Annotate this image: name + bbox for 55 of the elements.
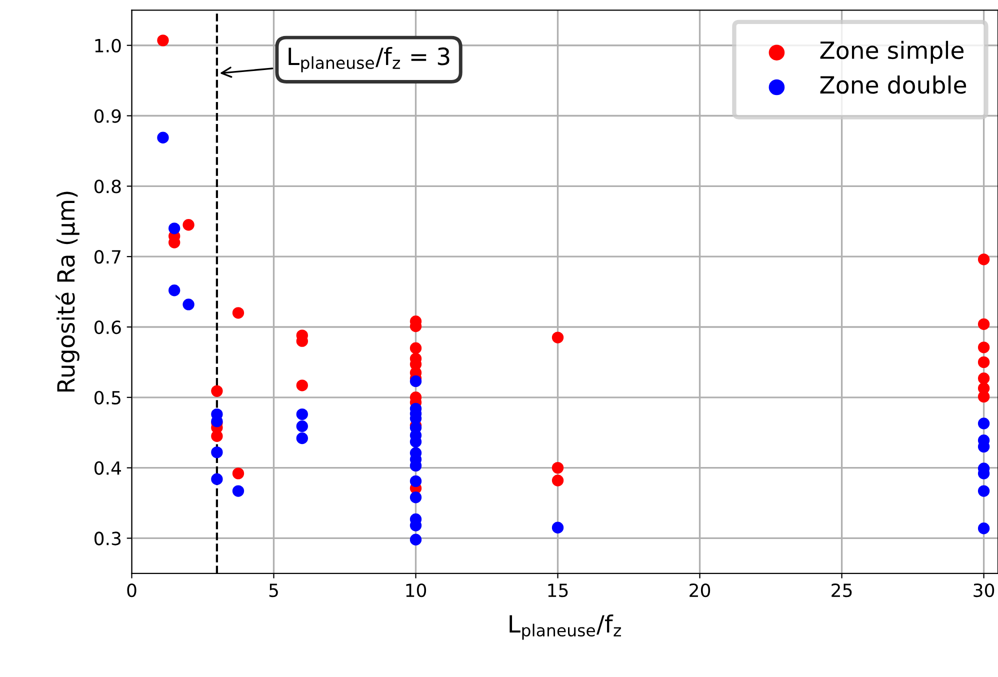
legend-label: Zone simple [820,40,964,64]
point [211,446,223,458]
point [157,132,169,144]
point [157,34,169,46]
point [978,356,990,368]
point [232,307,244,319]
point [978,522,990,534]
x-tick-label: 20 [690,583,710,598]
point [552,332,564,344]
y-tick-label: 0.3 [94,532,121,546]
point [410,534,422,546]
point [232,468,244,480]
point [978,418,990,430]
point [410,492,422,504]
point [211,385,223,397]
point [410,342,422,354]
x-tick-label: 30 [974,583,994,598]
x-tick-label: 10 [406,583,426,598]
point [978,254,990,266]
point [296,408,308,420]
point [232,485,244,497]
x-tick-label: 5 [269,584,278,598]
point [552,474,564,486]
point [552,522,564,534]
point [978,318,990,330]
point [182,298,194,310]
y-axis-title: Rugosité Ra (µm) [56,192,80,392]
point [168,222,180,234]
point [552,462,564,474]
legend-label: Zone double [820,76,966,94]
y-tick-label: 0.5 [94,390,120,405]
point [296,432,308,444]
x-tick-label: 15 [548,584,568,598]
point [211,430,223,442]
point [410,375,422,388]
point [182,219,194,231]
point [296,380,308,392]
point [978,372,990,384]
y-tick-label: 0.7 [94,250,120,264]
point [168,284,180,296]
y-tick-label: 1.0 [95,38,121,52]
point [978,342,990,354]
x-axis-title: L$_{planeuse}$/f$_{z}$ [510,614,621,640]
y-tick-label: 0.6 [94,320,121,334]
point [978,390,990,403]
y-tick-label: 0.9 [94,109,121,123]
x-tick-label: 0 [127,583,136,598]
point [410,475,422,488]
y-tick-label: 0.8 [94,180,121,194]
point [978,485,990,497]
y-tick-label: 0.4 [94,461,121,475]
x-tick-label: 25 [832,583,852,598]
point [211,473,223,485]
annotation: L$_{planeuse}$/f$_{z}$ = 3 [288,47,450,72]
point [296,420,308,432]
